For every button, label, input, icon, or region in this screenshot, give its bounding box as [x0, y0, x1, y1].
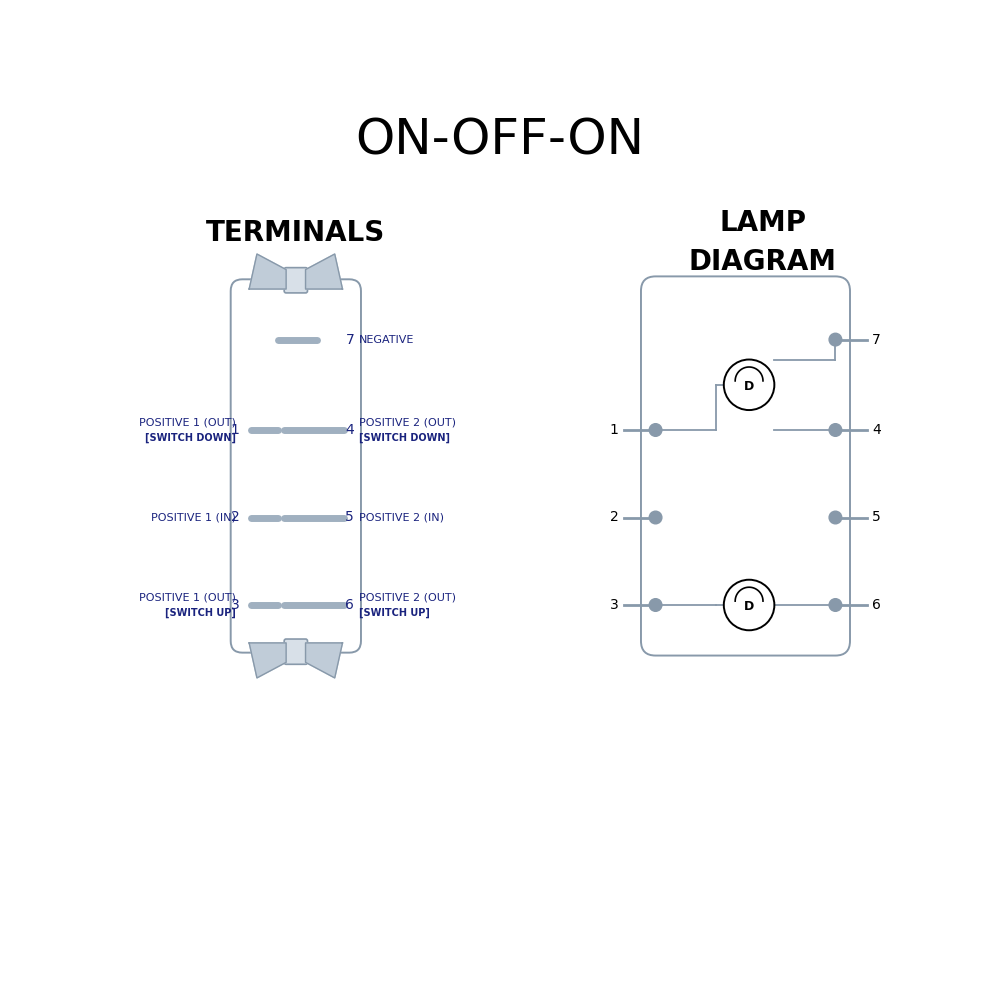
Text: 4: 4 — [345, 423, 354, 437]
Text: [SWITCH DOWN]: [SWITCH DOWN] — [145, 433, 236, 443]
FancyBboxPatch shape — [641, 276, 850, 656]
Text: 6: 6 — [872, 598, 881, 612]
Circle shape — [724, 360, 774, 410]
Text: POSITIVE 1 (OUT): POSITIVE 1 (OUT) — [139, 592, 236, 602]
Text: [SWITCH UP]: [SWITCH UP] — [165, 608, 236, 618]
Text: NEGATIVE: NEGATIVE — [359, 335, 414, 345]
Circle shape — [649, 424, 662, 436]
Text: D: D — [744, 380, 754, 393]
Text: 2: 2 — [231, 510, 239, 524]
Circle shape — [829, 333, 842, 346]
Text: LAMP: LAMP — [719, 209, 806, 237]
Text: [SWITCH UP]: [SWITCH UP] — [359, 608, 430, 618]
FancyBboxPatch shape — [284, 639, 308, 664]
Text: POSITIVE 2 (OUT): POSITIVE 2 (OUT) — [359, 592, 456, 602]
Text: 5: 5 — [345, 510, 354, 524]
Text: POSITIVE 1 (IN): POSITIVE 1 (IN) — [151, 512, 236, 522]
Circle shape — [829, 599, 842, 611]
Text: POSITIVE 1 (OUT): POSITIVE 1 (OUT) — [139, 417, 236, 427]
FancyBboxPatch shape — [231, 279, 361, 653]
Circle shape — [829, 511, 842, 524]
Text: POSITIVE 2 (IN): POSITIVE 2 (IN) — [359, 512, 444, 522]
FancyBboxPatch shape — [284, 268, 308, 293]
Text: DIAGRAM: DIAGRAM — [689, 248, 837, 276]
Text: D: D — [744, 600, 754, 613]
Polygon shape — [249, 643, 286, 678]
Text: TERMINALS: TERMINALS — [206, 219, 385, 247]
Text: 3: 3 — [231, 598, 239, 612]
Text: 3: 3 — [610, 598, 619, 612]
Text: POSITIVE 2 (OUT): POSITIVE 2 (OUT) — [359, 417, 456, 427]
Text: [SWITCH DOWN]: [SWITCH DOWN] — [359, 433, 450, 443]
Circle shape — [649, 599, 662, 611]
Text: 1: 1 — [610, 423, 619, 437]
Text: ON-OFF-ON: ON-OFF-ON — [356, 116, 644, 164]
Polygon shape — [306, 254, 343, 289]
Polygon shape — [306, 643, 343, 678]
Text: 7: 7 — [872, 333, 881, 347]
Text: 7: 7 — [345, 333, 354, 347]
Text: 1: 1 — [231, 423, 239, 437]
Text: 2: 2 — [610, 510, 619, 524]
Circle shape — [649, 511, 662, 524]
Polygon shape — [249, 254, 286, 289]
Circle shape — [829, 424, 842, 436]
Text: 4: 4 — [872, 423, 881, 437]
Text: 5: 5 — [872, 510, 881, 524]
Text: 6: 6 — [345, 598, 354, 612]
Circle shape — [724, 580, 774, 630]
